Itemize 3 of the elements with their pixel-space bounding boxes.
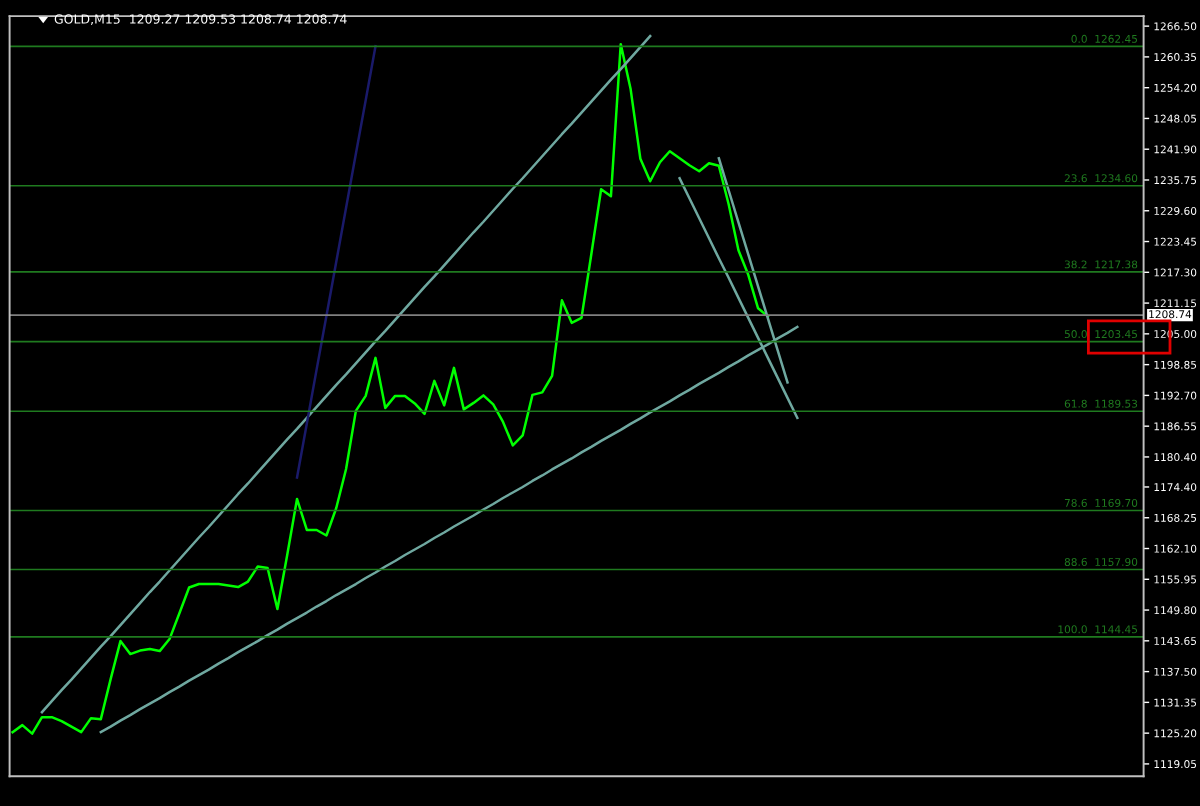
line-series (40, 34, 652, 714)
line-series (295, 44, 377, 479)
line-series (11, 42, 770, 735)
